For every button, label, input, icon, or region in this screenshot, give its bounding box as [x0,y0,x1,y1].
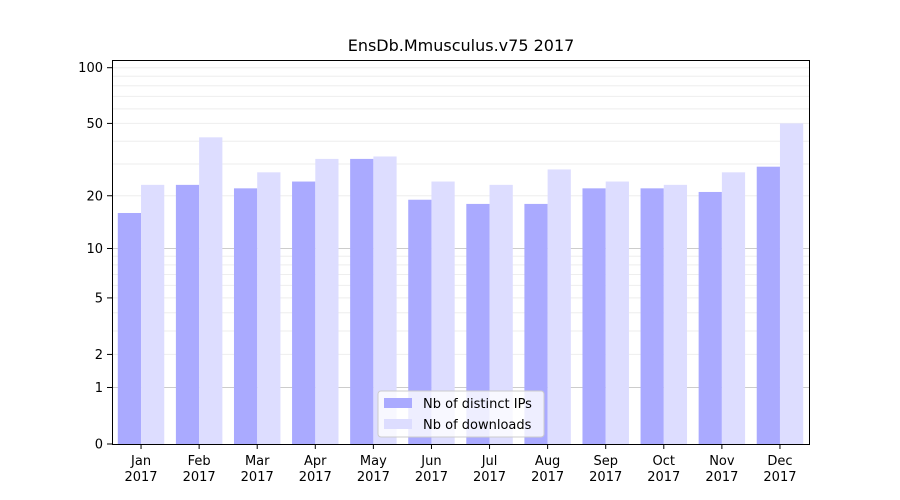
x-tick-label: Oct 2017 [647,454,680,485]
legend-swatch [384,398,412,408]
bar-ips [524,203,548,444]
bar-downloads [721,172,746,444]
x-tick-label: Feb 2017 [183,454,216,485]
x-tick-label: Aug 2017 [531,454,564,485]
x-tick-label: May 2017 [357,454,390,485]
bar-ips [117,212,142,444]
x-tick-label: Jun 2017 [415,454,448,485]
bar-downloads [663,184,688,444]
bars [117,123,804,445]
y-tick-label: 50 [86,117,103,132]
x-tick-label: Dec 2017 [763,454,796,485]
plot-frame [112,60,810,445]
x-tick-label: Nov 2017 [705,454,738,485]
x-tick-label: Mar 2017 [241,454,274,485]
bar-downloads [315,158,339,444]
bar-ips [350,158,374,444]
y-tick-label: 5 [95,291,103,306]
x-tick-label: Jan 2017 [124,454,157,485]
bar-ips [292,181,316,444]
bar-downloads [779,123,804,445]
bar-downloads [431,181,455,444]
y-tick-label: 20 [86,189,103,204]
x-tick-label: Sep 2017 [589,454,622,485]
bar-downloads [489,184,513,444]
bar-downloads [199,137,223,444]
bar-ips [640,188,664,444]
bar-ips [698,191,722,444]
legend: Nb of distinct IPs Nb of downloads [377,390,545,438]
x-axis: Jan 2017 Feb 2017 Mar 2017 Apr 2017 May 2017 Jun 20… [124,444,797,485]
x-tick-label: Apr 2017 [299,454,332,485]
legend-label: Nb of downloads [423,418,532,433]
legend-box [377,390,545,438]
x-tick-label: Jul 2017 [473,454,506,485]
bar-downloads [373,156,397,444]
bar-ips [175,184,200,444]
bar-ips [582,188,606,444]
chart-title: EnsDb.Mmusculus.v75 2017 [348,36,575,55]
gridlines [112,67,809,388]
bar-downloads [141,184,165,444]
legend-swatch [384,419,412,429]
y-axis: 0 1 2 5 10 20 50 100 [78,61,112,453]
y-tick-label: 0 [95,438,103,453]
bar-downloads [547,169,571,445]
y-tick-label: 10 [86,242,103,257]
y-tick-label: 1 [95,381,103,396]
bar-downloads [257,172,281,444]
bar-downloads [605,181,629,444]
bar-ips [756,166,780,445]
y-tick-label: 100 [78,61,103,76]
bar-ips [466,203,490,444]
bar-ips [233,188,258,444]
legend-label: Nb of distinct IPs [423,397,532,412]
y-tick-label: 2 [95,348,103,363]
bar-ips [408,199,432,444]
